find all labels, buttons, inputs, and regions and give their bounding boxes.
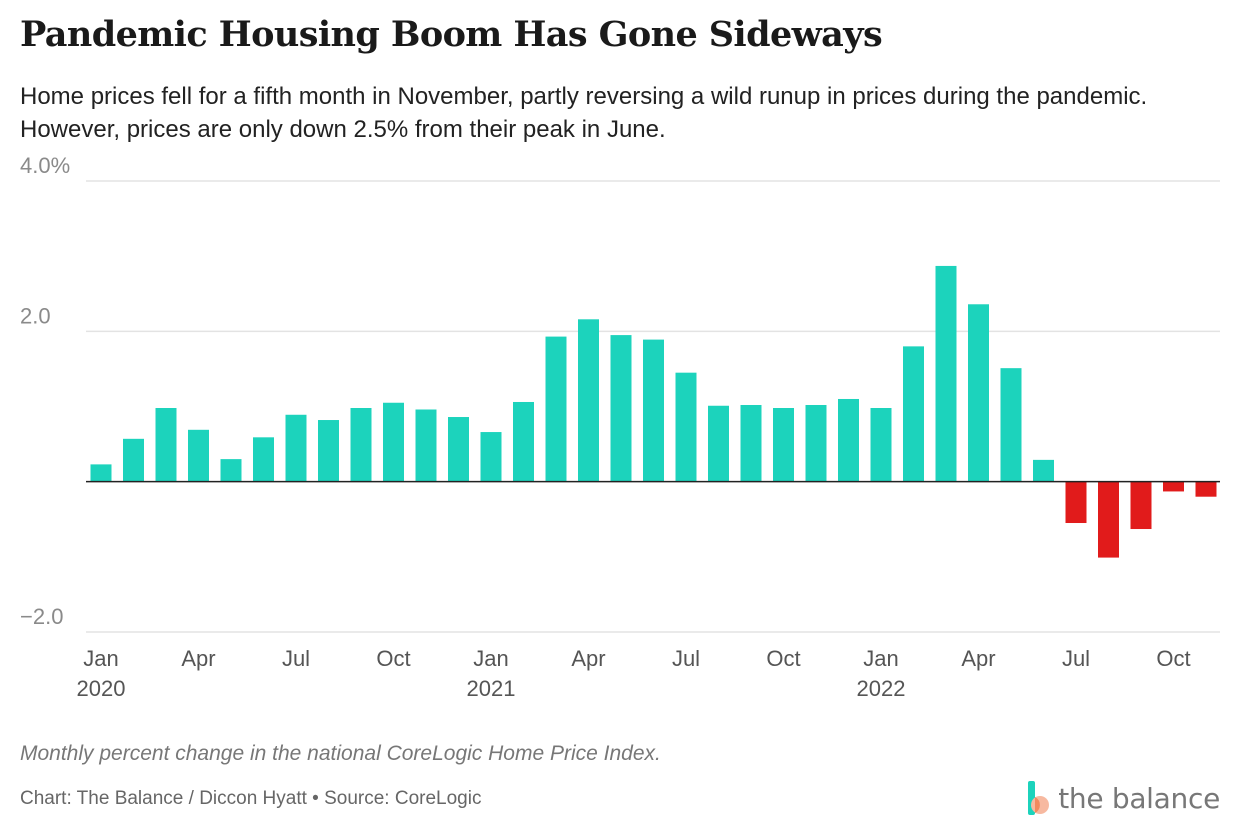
bar [1065,481,1087,524]
bar [1195,481,1217,497]
x-axis-labels: Jan 2020 Apr Jul Oct Jan 2021 Apr Jul Oct Jan 2022 A… [77,646,1191,701]
bar [1033,459,1054,482]
the-balance-logo: the balance [1026,778,1220,818]
x-tick-label: Apr [961,646,995,671]
bar [123,438,144,482]
bar [675,372,697,482]
x-tick-label: Oct [1156,646,1190,671]
bar [1000,368,1022,482]
x-tick-label: Jul [282,646,310,671]
chart-note: Monthly percent change in the national C… [20,742,661,765]
y-tick-label: −2.0 [20,604,63,629]
bar [578,319,599,482]
bar [253,437,274,482]
x-tick-year: 2022 [857,676,906,701]
bar [90,464,112,482]
x-tick-label: Oct [766,646,800,671]
bar [805,404,827,482]
bar [1098,481,1119,558]
x-tick-label: Apr [181,646,215,671]
bar [383,402,404,482]
bar [1130,481,1152,530]
bar [480,432,502,482]
bar [773,408,794,482]
bar [643,339,664,482]
x-tick-label: Jan [863,646,898,671]
chart-credit: Chart: The Balance / Diccon Hyatt • Sour… [20,788,482,809]
bar [610,335,632,482]
bar [708,405,729,482]
x-tick-label: Apr [571,646,605,671]
x-tick-label: Jul [1062,646,1090,671]
y-axis-labels: 4.0% 2.0 −2.0 [20,153,70,629]
bar [870,408,892,482]
bar [838,398,859,482]
bar [415,409,437,482]
bar [968,304,989,482]
bar [935,265,957,482]
x-tick-year: 2021 [467,676,516,701]
chart-subtitle: Home prices fell for a fifth month in No… [20,83,1148,143]
x-tick-year: 2020 [77,676,126,701]
bar [350,408,372,482]
y-tick-label: 2.0 [20,303,51,328]
bar [1163,481,1184,492]
bar-chart: 4.0% 2.0 −2.0 Jan 2020 Apr Jul Oct Jan 2021 Apr Ju… [20,153,1220,701]
the-balance-logo-icon [1028,781,1050,815]
bar [188,429,209,482]
bar [220,459,242,482]
bar [545,336,567,482]
bar-series [90,265,1217,558]
x-tick-label: Jul [672,646,700,671]
bar [448,417,469,482]
logo-wordmark: the balance [1058,781,1220,815]
bar [740,404,762,482]
x-tick-label: Jan [83,646,118,671]
bar [155,408,177,482]
bar [513,401,534,482]
bar [903,346,924,482]
bar [285,414,307,482]
x-tick-label: Jan [473,646,508,671]
bar [318,420,339,482]
chart-title: Pandemic Housing Boom Has Gone Sideways [20,14,883,55]
x-tick-label: Oct [376,646,410,671]
gridlines [86,180,1220,633]
y-tick-label: 4.0% [20,153,70,178]
